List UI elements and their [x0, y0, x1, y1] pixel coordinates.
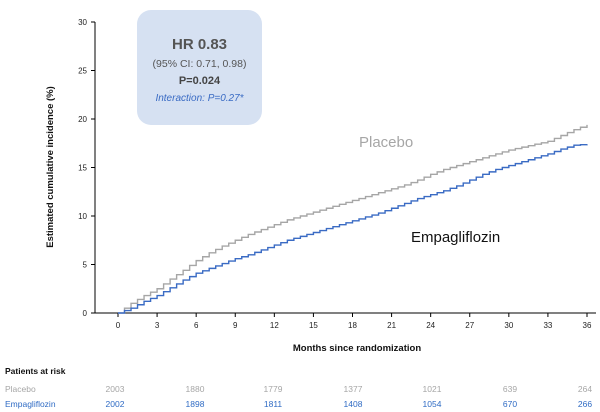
x-tick-label: 18: [348, 321, 357, 330]
x-tick-label: 6: [194, 321, 199, 330]
x-tick-label: 9: [233, 321, 238, 330]
placebo-series-label: Placebo: [359, 134, 413, 151]
risk-value: 1377: [344, 384, 363, 394]
x-axis-title: Months since randomization: [293, 343, 421, 354]
x-tick-label: 24: [426, 321, 435, 330]
x-axis-ticks: 0 3 6 9 12 15 18 21 24 27 30 33 36: [116, 313, 592, 330]
y-axis-title: Estimated cumulative incidence (%): [45, 86, 56, 248]
risk-value: 2003: [106, 384, 125, 394]
x-tick-label: 12: [270, 321, 279, 330]
risk-value: 1779: [264, 384, 283, 394]
y-axis-ticks: 0 5 10 15 20 25 30: [78, 18, 95, 318]
y-tick-label: 25: [78, 67, 87, 76]
x-tick-label: 0: [116, 321, 121, 330]
x-tick-label: 30: [504, 321, 513, 330]
hr-confidence-interval: (95% CI: 0.71, 0.98): [153, 58, 247, 70]
risk-row-label-placebo: Placebo: [5, 384, 36, 394]
risk-table-values: 2003 1880 1779 1377 1021 639 264 2002 1898 1811 14…: [106, 384, 593, 409]
x-tick-label: 15: [309, 321, 318, 330]
x-tick-label: 21: [387, 321, 396, 330]
risk-value: 1408: [344, 399, 363, 409]
risk-value: 639: [503, 384, 517, 394]
interaction-p-value: Interaction: P=0.27*: [155, 93, 244, 104]
hr-value: HR 0.83: [172, 36, 227, 53]
risk-value: 670: [503, 399, 517, 409]
hr-box-background: [137, 10, 262, 125]
risk-value: 1880: [186, 384, 205, 394]
risk-table-title: Patients at risk: [5, 366, 66, 376]
x-tick-label: 3: [155, 321, 160, 330]
y-tick-label: 30: [78, 18, 87, 27]
y-tick-label: 5: [83, 261, 88, 270]
x-tick-label: 33: [543, 321, 552, 330]
x-tick-label: 36: [583, 321, 592, 330]
risk-value: 2002: [106, 399, 125, 409]
risk-value: 266: [578, 399, 592, 409]
hr-box: HR 0.83 (95% CI: 0.71, 0.98) P=0.024 Int…: [137, 10, 262, 125]
risk-value: 1898: [186, 399, 205, 409]
risk-value: 1021: [423, 384, 442, 394]
y-tick-label: 15: [78, 164, 87, 173]
y-tick-label: 0: [83, 309, 88, 318]
risk-value: 1811: [264, 399, 283, 409]
series-line-empagliflozin: [118, 144, 588, 314]
risk-value: 264: [578, 384, 592, 394]
risk-row-label-empagliflozin: Empagliflozin: [5, 399, 56, 409]
series-line-placebo: [118, 124, 588, 314]
empagliflozin-series-label: Empagliflozin: [411, 229, 500, 246]
series-lines: [118, 124, 588, 314]
risk-value: 1054: [423, 399, 442, 409]
y-tick-label: 10: [78, 212, 87, 221]
y-tick-label: 20: [78, 115, 87, 124]
hr-p-value: P=0.024: [179, 75, 221, 87]
x-tick-label: 27: [465, 321, 474, 330]
